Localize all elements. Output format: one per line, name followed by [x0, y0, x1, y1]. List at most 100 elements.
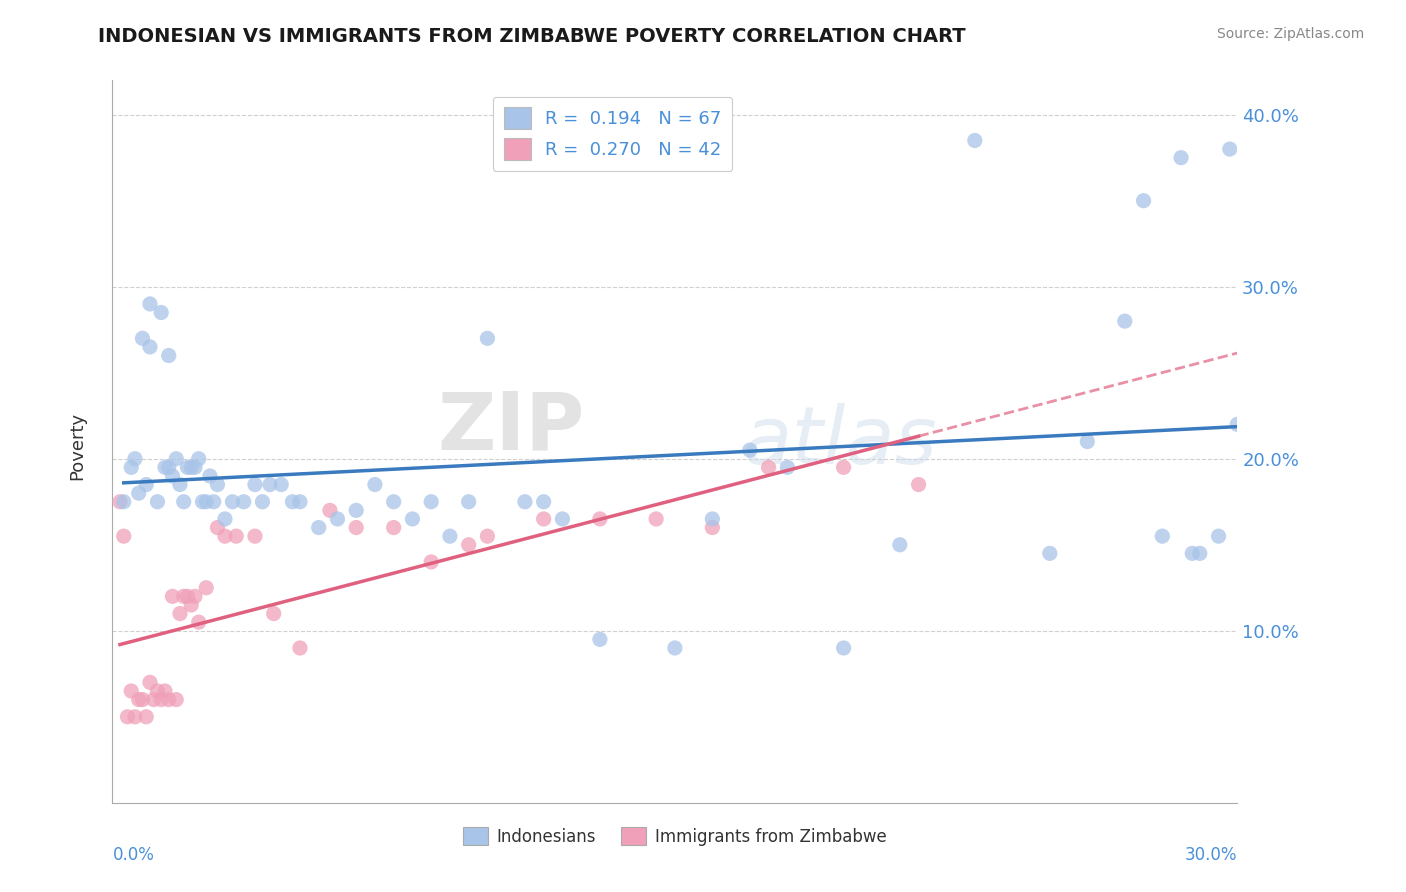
Point [889, 538, 911, 552]
Point [263, 607, 285, 621]
Point [198, 469, 221, 483]
Point [477, 529, 499, 543]
Point [551, 512, 574, 526]
Point [146, 684, 169, 698]
Point [124, 710, 146, 724]
Point [513, 494, 536, 508]
Point [344, 520, 367, 534]
Point [288, 494, 311, 508]
Point [142, 692, 165, 706]
Point [308, 520, 330, 534]
Point [187, 615, 209, 630]
Point [169, 477, 191, 491]
Point [420, 494, 443, 508]
Point [533, 512, 555, 526]
Point [1076, 434, 1098, 449]
Point [645, 512, 668, 526]
Point [319, 503, 342, 517]
Point [832, 640, 855, 655]
Point [963, 133, 986, 147]
Point [702, 512, 724, 526]
Point [288, 640, 311, 655]
Point [207, 477, 229, 491]
Point [243, 529, 266, 543]
Point [180, 598, 202, 612]
Text: atlas: atlas [742, 402, 938, 481]
Point [117, 710, 139, 724]
Point [252, 494, 274, 508]
Point [176, 590, 198, 604]
Text: 30.0%: 30.0% [1185, 847, 1237, 864]
Point [135, 710, 157, 724]
Point [1114, 314, 1136, 328]
Point [120, 684, 142, 698]
Point [165, 451, 187, 466]
Point [589, 512, 612, 526]
Point [776, 460, 799, 475]
Point [1132, 194, 1154, 208]
Point [221, 494, 243, 508]
Point [120, 460, 142, 475]
Point [139, 297, 162, 311]
Point [259, 477, 281, 491]
Point [173, 590, 195, 604]
Point [131, 692, 153, 706]
Point [124, 451, 146, 466]
Point [1219, 142, 1241, 156]
Point [150, 692, 173, 706]
Point [270, 477, 292, 491]
Point [139, 340, 162, 354]
Point [1170, 151, 1192, 165]
Point [477, 331, 499, 345]
Point [758, 460, 780, 475]
Point [146, 494, 169, 508]
Point [207, 520, 229, 534]
Point [128, 692, 150, 706]
Point [131, 331, 153, 345]
Point [1181, 546, 1204, 560]
Point [326, 512, 349, 526]
Text: INDONESIAN VS IMMIGRANTS FROM ZIMBABWE POVERTY CORRELATION CHART: INDONESIAN VS IMMIGRANTS FROM ZIMBABWE P… [98, 27, 966, 45]
Point [382, 494, 405, 508]
Text: ZIP: ZIP [437, 388, 585, 467]
Point [457, 494, 479, 508]
Point [202, 494, 225, 508]
Point [135, 477, 157, 491]
Point [344, 503, 367, 517]
Point [214, 529, 236, 543]
Point [439, 529, 461, 543]
Text: Source: ZipAtlas.com: Source: ZipAtlas.com [1216, 27, 1364, 41]
Point [738, 443, 761, 458]
Point [176, 460, 198, 475]
Point [153, 684, 176, 698]
Point [153, 460, 176, 475]
Point [533, 494, 555, 508]
Point [150, 305, 173, 319]
Text: 0.0%: 0.0% [112, 847, 155, 864]
Point [184, 460, 207, 475]
Point [195, 581, 218, 595]
Point [157, 692, 180, 706]
Point [664, 640, 686, 655]
Point [1152, 529, 1174, 543]
Point [364, 477, 387, 491]
Point [1208, 529, 1230, 543]
Point [702, 520, 724, 534]
Point [457, 538, 479, 552]
Point [180, 460, 202, 475]
Point [112, 494, 135, 508]
Point [281, 494, 304, 508]
Point [1039, 546, 1062, 560]
Legend: Indonesians, Immigrants from Zimbabwe: Indonesians, Immigrants from Zimbabwe [457, 821, 893, 852]
Point [420, 555, 443, 569]
Point [157, 460, 180, 475]
Point [173, 494, 195, 508]
Point [191, 494, 214, 508]
Point [187, 451, 209, 466]
Point [907, 477, 929, 491]
Point [165, 692, 187, 706]
Point [214, 512, 236, 526]
Point [1188, 546, 1211, 560]
Point [195, 494, 218, 508]
Point [232, 494, 254, 508]
